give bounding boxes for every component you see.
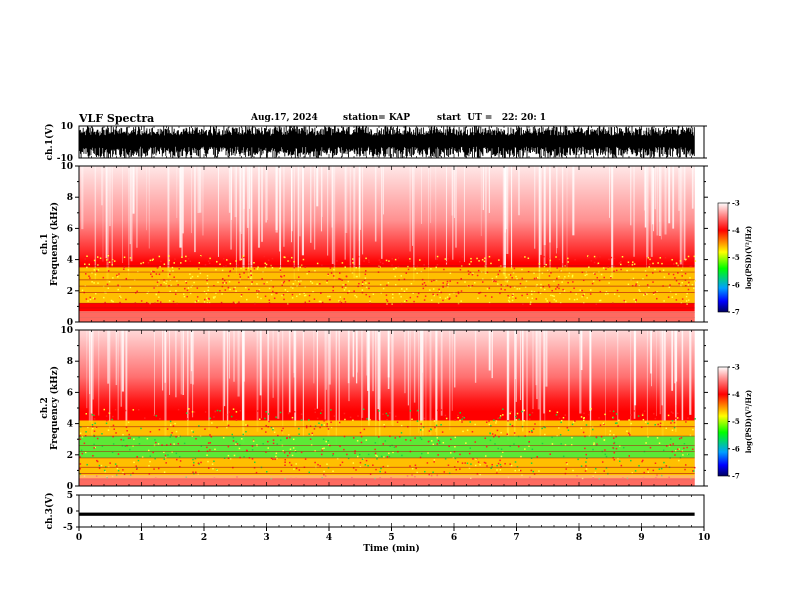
- ch3-ytick-label: -5: [63, 523, 73, 533]
- s2-spectrogram-image: [79, 330, 696, 486]
- s1-colorbar-label: log(PSD)(V²/Hz): [744, 226, 753, 290]
- s2-colorbar-label: log(PSD)(V²/Hz): [744, 390, 753, 454]
- figure-title: VLF Spectra: [79, 112, 155, 125]
- s2-ytick-label: 8: [67, 357, 73, 367]
- s1-spectrogram-image: [79, 166, 697, 322]
- s1-ytick-label: 4: [67, 256, 73, 266]
- xtick-label: 2: [201, 533, 207, 543]
- station-label: station= KAP: [343, 113, 411, 123]
- xtick-label: 9: [638, 533, 644, 543]
- xtick-label: 4: [326, 533, 332, 543]
- s2-colorbar-tick-label: -4: [732, 390, 740, 399]
- s1-ylabel-channel: ch.1: [40, 233, 50, 254]
- s2-ytick-label: 4: [67, 420, 73, 430]
- s1-colorbar-tick-label: -5: [732, 253, 740, 262]
- s1-colorbar-tick-label: -3: [732, 199, 740, 208]
- ch1-waveform-trace: [78, 126, 695, 158]
- s2-green-band: [79, 436, 695, 458]
- s2-ylabel-frequency: Frequency (kHz): [49, 366, 60, 450]
- s1-ytick-label: 2: [67, 287, 73, 297]
- ch1-ytick-label: 10: [60, 122, 73, 132]
- xtick-label: 6: [451, 533, 457, 543]
- s1-ytick-label: 6: [67, 224, 73, 234]
- s2-colorbar-tick-label: -3: [732, 363, 740, 372]
- xaxis-label: Time (min): [363, 543, 420, 554]
- s1-colorbar: [717, 202, 729, 313]
- ch3-waveform-band: [79, 512, 695, 516]
- xtick-label: 3: [263, 533, 269, 543]
- start-time-label: start UT = 22: 20: 1: [437, 113, 547, 123]
- s2-ytick-label: 6: [67, 388, 73, 398]
- s2-colorbar: [717, 366, 729, 477]
- s2-ytick-label: 10: [60, 326, 73, 336]
- date-label: Aug.17, 2024: [251, 113, 318, 123]
- ch3-frame: [78, 494, 705, 528]
- s2-colorbar-tick-label: -5: [732, 417, 740, 426]
- s2-colorbar-tick-label: -7: [732, 472, 740, 481]
- ch3-ytick-label: 0: [67, 507, 73, 517]
- s2-ytick-label: 0: [67, 482, 73, 492]
- ch3-ylabel: ch.3(V): [44, 493, 55, 530]
- s1-colorbar-tick-label: -4: [732, 226, 740, 235]
- s1-colorbar-tick-label: -7: [732, 308, 740, 317]
- ch1-ylabel: ch.1(V): [44, 124, 55, 161]
- ch1-ytick-label: -10: [57, 154, 73, 164]
- xtick-label: 0: [76, 533, 82, 543]
- ch3-ytick-label: 5: [67, 491, 73, 501]
- xtick-label: 8: [576, 533, 582, 543]
- xtick-label: 10: [698, 533, 711, 543]
- s1-ytick-label: 8: [67, 193, 73, 203]
- xtick-label: 5: [388, 533, 394, 543]
- xtick-label: 1: [138, 533, 144, 543]
- s2-colorbar-tick-label: -6: [732, 444, 740, 453]
- s1-ytick-label: 0: [67, 318, 73, 328]
- s1-ytick-label: 10: [60, 162, 73, 172]
- s2-ytick-label: 2: [67, 451, 73, 461]
- s2-ylabel-channel: ch.2: [40, 397, 50, 418]
- s1-colorbar-tick-label: -6: [732, 280, 740, 289]
- s1-ylabel-frequency: Frequency (kHz): [49, 202, 60, 286]
- xtick-label: 7: [513, 533, 519, 543]
